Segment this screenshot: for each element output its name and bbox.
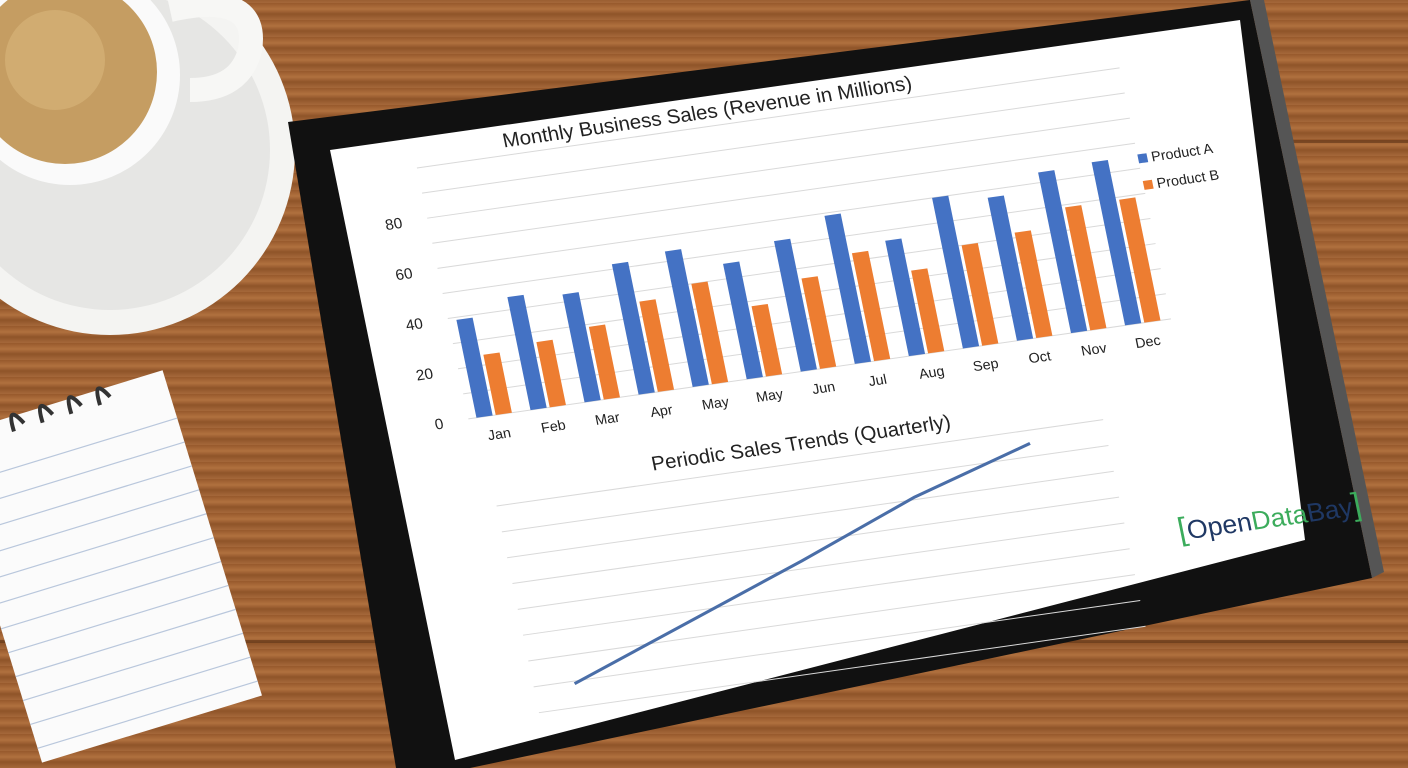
bar-product-b [911,268,945,354]
bar-product-a [507,294,547,411]
bar-product-a [932,195,980,349]
gridline [501,444,1109,533]
bar-product-a [664,249,709,387]
bar-product-b [801,276,837,369]
gridline [528,574,1136,662]
bar-product-b [1119,197,1161,323]
bar-product-b [961,243,999,346]
x-tick-label: Dec [1134,333,1162,352]
y-tick-label: 20 [415,366,435,385]
bar-product-a [611,261,655,395]
x-tick-label: May [701,394,732,413]
spiral-binding [9,386,112,433]
bar-product-a [1038,170,1088,334]
x-tick-label: Apr [649,402,674,421]
legend-swatch-product-a [1137,153,1149,164]
coffee-cup [0,0,295,335]
gridline [538,625,1146,714]
gridline [512,496,1120,585]
x-tick-label: Oct [1027,348,1052,367]
bar-product-a [987,195,1034,341]
gridline [442,192,1146,294]
bar-product-b [536,339,566,408]
gridline [416,67,1120,169]
bar-product-a [885,238,926,357]
x-tick-label: May [755,387,786,406]
x-tick-label: Jul [867,372,888,390]
y-tick-label: 40 [404,315,424,334]
y-tick-label: 0 [433,416,445,434]
gridline [496,419,1104,507]
x-tick-label: Nov [1080,340,1109,359]
tablet-edge [1250,0,1384,578]
x-tick-label: Feb [540,418,568,437]
gridline [421,92,1125,194]
gridline [437,167,1141,269]
line-series [573,442,1031,685]
bar-product-b [851,250,891,362]
gridline [432,142,1136,244]
bar-product-b [691,281,729,385]
bar-product-a [723,261,763,380]
y-tick-label: 60 [394,265,414,284]
bar-product-b [1065,205,1107,331]
bar-product-a [456,317,493,418]
bar-product-a [824,213,872,364]
y-tick-label: 80 [384,215,404,234]
notepad [0,370,262,763]
bar-product-b [1014,230,1053,339]
bar-product-a [1091,159,1142,326]
gridline [533,599,1141,688]
bar-product-a [774,238,817,372]
bar-product-b [483,352,512,416]
gridline [507,470,1114,559]
x-tick-label: Jun [811,379,837,398]
legend-swatch-product-b [1142,179,1154,190]
gridline [517,522,1125,610]
bar-product-a [562,292,601,403]
bar-product-b [751,303,783,377]
gridline [522,548,1130,636]
x-tick-label: Mar [594,410,622,429]
bar-product-b [639,299,675,392]
x-tick-label: Jan [486,425,512,444]
gridline [427,117,1130,219]
x-tick-label: Aug [918,364,946,383]
x-tick-label: Sep [972,356,1000,375]
bar-product-b [588,324,621,400]
